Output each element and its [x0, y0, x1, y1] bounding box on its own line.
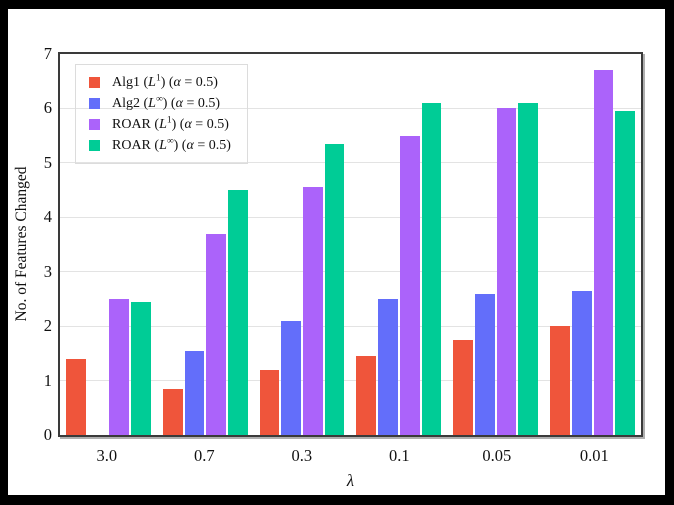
y-tick-label: 5 [43, 152, 52, 172]
legend-item-alg2-linf: Alg2 (L∞) (α = 0.5) [89, 93, 231, 114]
bar [131, 301, 151, 435]
x-tick-label: 0.7 [193, 446, 215, 465]
y-axis-title-text: No. of Features Changed [13, 166, 30, 322]
y-tick-label: 0 [43, 425, 52, 444]
legend-item-roar-linf: ROAR (L∞) (α = 0.5) [89, 135, 231, 156]
gridline-y2 [60, 325, 641, 327]
bar [303, 187, 323, 435]
gridline-y6 [60, 107, 641, 109]
plot-inner [60, 54, 641, 435]
bar [109, 298, 130, 435]
bar-group-0.1 [350, 54, 447, 435]
bar [324, 143, 345, 435]
bar-group-0.3 [254, 54, 351, 435]
bar [399, 135, 420, 435]
x-tick-label: 0.05 [482, 446, 512, 465]
legend-label: Alg2 (L∞) (α = 0.5) [112, 93, 220, 111]
x-tick-label: 3.0 [96, 446, 118, 465]
gridline-y4 [60, 216, 641, 218]
legend: Alg1 (L1) (α = 0.5) Alg2 (L∞) (α = 0.5) … [75, 64, 248, 164]
bar [550, 326, 570, 435]
bar-group-0.01 [544, 54, 641, 435]
bar [184, 350, 205, 435]
bar-series [60, 54, 641, 435]
bar-group-3.0 [60, 54, 157, 435]
x-axis-title: λ [346, 471, 355, 490]
bar [227, 190, 248, 435]
chart-figure: No. of Features Changed 0 1 2 3 4 5 6 7 Alg1 (L… [8, 9, 665, 495]
bar [518, 103, 539, 435]
plot-area: Alg1 (L1) (α = 0.5) Alg2 (L∞) (α = 0.5) … [58, 52, 643, 437]
legend-label: Alg1 (L1) (α = 0.5) [112, 72, 218, 90]
y-tick-label: 2 [43, 316, 52, 336]
x-axis-tick-labels: 3.0 0.7 0.3 0.1 0.05 0.01 [58, 446, 643, 468]
bar [453, 339, 474, 435]
gridline-y1 [60, 380, 641, 382]
bar [475, 293, 495, 435]
y-tick-label: 7 [43, 44, 52, 63]
bar [259, 369, 280, 435]
bar [615, 111, 635, 435]
bar-group-0.7 [157, 54, 254, 435]
bar [66, 358, 86, 435]
x-tick-label: 0.3 [291, 446, 313, 465]
bar [496, 108, 517, 435]
legend-swatch-blue [89, 98, 100, 109]
x-tick-label: 0.01 [579, 446, 609, 465]
bar [421, 103, 442, 435]
x-tick-label: 0.1 [388, 446, 410, 465]
bar [571, 290, 592, 435]
legend-label: ROAR (L∞) (α = 0.5) [112, 135, 231, 153]
bar [162, 388, 183, 435]
y-tick-label: 4 [43, 207, 52, 227]
bar [281, 320, 302, 435]
legend-item-roar-l1: ROAR (L1) (α = 0.5) [89, 114, 231, 135]
bar [206, 233, 226, 435]
y-tick-label: 6 [43, 98, 52, 118]
bar [356, 356, 377, 435]
gridline-y5 [60, 162, 641, 164]
legend-swatch-green [89, 140, 100, 151]
legend-swatch-purple [89, 119, 100, 130]
bar [593, 70, 614, 435]
gridline-y3 [60, 271, 641, 273]
legend-label: ROAR (L1) (α = 0.5) [112, 114, 229, 132]
y-tick-label: 1 [43, 370, 52, 390]
bar-group-0.05 [447, 54, 544, 435]
legend-item-alg1-l1: Alg1 (L1) (α = 0.5) [89, 72, 231, 93]
y-tick-label: 3 [43, 261, 52, 281]
bar [378, 298, 398, 435]
legend-swatch-red [89, 77, 100, 88]
